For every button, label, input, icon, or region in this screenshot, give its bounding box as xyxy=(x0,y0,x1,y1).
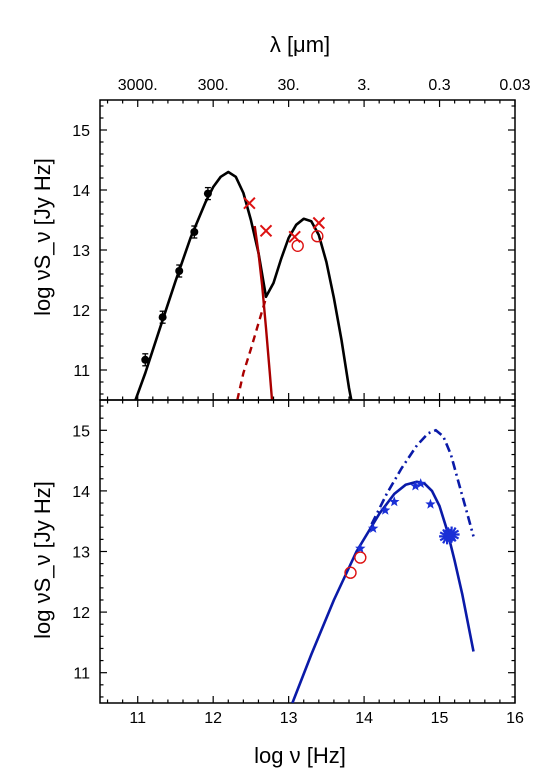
x-tick-label-5: 16 xyxy=(506,710,524,727)
star-marker xyxy=(380,504,391,515)
star-marker xyxy=(389,496,400,507)
wavelength-tick-label-3: 3. xyxy=(357,77,370,94)
y-tick-label-bottom-1: 12 xyxy=(72,605,90,622)
cross-marker xyxy=(259,224,273,238)
open-circle-marker xyxy=(291,239,304,253)
plot-frame-top xyxy=(99,99,516,401)
y-tick-label-bottom-3: 14 xyxy=(72,484,90,501)
star-marker xyxy=(367,523,379,533)
wavelength-tick-label-2: 30. xyxy=(278,77,300,94)
plot-area-top xyxy=(134,170,353,400)
data-point xyxy=(175,267,184,275)
open-circle-marker xyxy=(354,551,367,564)
star-marker xyxy=(415,478,426,489)
y-tick-label-bottom-4: 15 xyxy=(72,423,90,440)
data-point xyxy=(158,313,167,322)
total-model-line xyxy=(134,170,353,400)
y-tick-label-top-0: 11 xyxy=(73,363,90,380)
y-tick-label-top-3: 14 xyxy=(72,183,90,200)
y-tick-label-top-1: 12 xyxy=(72,303,90,320)
y-tick-label-top-4: 15 xyxy=(72,123,90,140)
y-tick-label-top-2: 13 xyxy=(72,243,90,260)
x-tick-label-0: 11 xyxy=(129,710,146,727)
data-point xyxy=(141,355,150,364)
x-tick-label-4: 15 xyxy=(431,710,449,727)
data-point xyxy=(190,228,199,236)
red-model-line xyxy=(253,225,274,400)
blue-dashdot-model-line xyxy=(370,428,475,537)
y-axis-label-bottom: log νS_ν [Jy Hz] xyxy=(30,481,55,639)
red-dashed-model-line xyxy=(236,297,268,400)
y-tick-label-bottom-0: 11 xyxy=(73,666,90,683)
x-tick-label-1: 12 xyxy=(204,710,222,727)
panel-top: 11 12 13 14 15 3000. 300. 30. 3. 0.3 0.03 xyxy=(72,77,531,401)
panel-bottom: 11 12 13 14 15 11 12 13 14 15 16 xyxy=(72,399,524,727)
asterisk-marker xyxy=(443,526,460,543)
cross-marker xyxy=(312,216,326,230)
star-marker xyxy=(410,480,421,491)
y-axis-label-top: log νS_ν [Jy Hz] xyxy=(30,158,55,316)
wavelength-tick-label-1: 300. xyxy=(198,77,229,94)
plot-area-bottom xyxy=(291,428,475,703)
open-circle-marker xyxy=(311,229,324,243)
data-point xyxy=(203,189,212,198)
star-marker xyxy=(355,543,366,553)
top-axis-label: λ [μm] xyxy=(270,32,330,57)
wavelength-tick-label-0: 3000. xyxy=(118,77,158,94)
star-marker xyxy=(425,498,436,509)
wavelength-tick-label-5: 0.03 xyxy=(499,77,530,94)
wavelength-tick-label-4: 0.3 xyxy=(428,77,450,94)
blue-model-line xyxy=(291,480,475,703)
x-axis-label: log ν [Hz] xyxy=(254,743,346,768)
y-tick-label-bottom-2: 13 xyxy=(72,545,90,562)
x-tick-label-3: 14 xyxy=(355,710,373,727)
x-tick-label-2: 13 xyxy=(280,710,298,727)
open-circle-marker xyxy=(344,566,357,579)
cross-marker xyxy=(243,196,256,210)
